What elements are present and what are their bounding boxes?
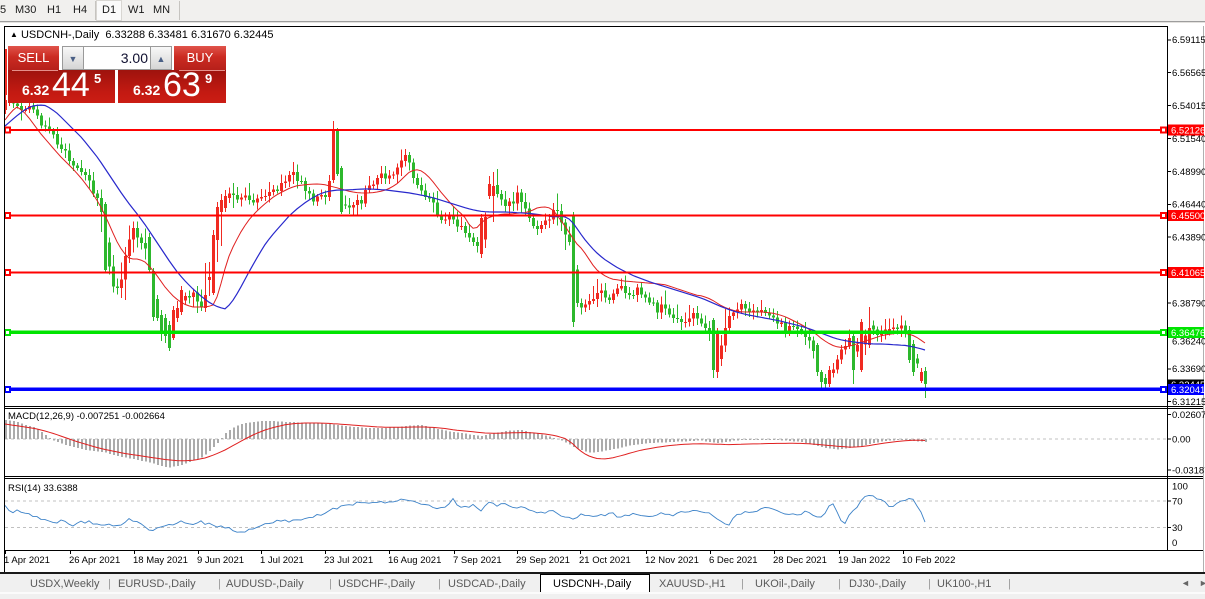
svg-text:RSI(14) 33.6388: RSI(14) 33.6388	[8, 483, 78, 494]
svg-text:6.48990: 6.48990	[1172, 167, 1205, 178]
svg-text:100: 100	[1172, 481, 1188, 492]
svg-text:6 Dec 2021: 6 Dec 2021	[709, 555, 758, 566]
svg-text:6.36476: 6.36476	[1171, 328, 1205, 339]
svg-text:12 Nov 2021: 12 Nov 2021	[645, 555, 699, 566]
svg-text:23 Jul 2021: 23 Jul 2021	[324, 555, 373, 566]
svg-text:6.46440: 6.46440	[1172, 200, 1205, 211]
svg-text:1 Jul 2021: 1 Jul 2021	[260, 555, 304, 566]
svg-text:18 May 2021: 18 May 2021	[133, 555, 188, 566]
svg-text:10 Feb 2022: 10 Feb 2022	[902, 555, 955, 566]
svg-text:6.41065: 6.41065	[1171, 268, 1205, 279]
svg-text:30: 30	[1172, 523, 1183, 534]
svg-text:6.43890: 6.43890	[1172, 233, 1205, 244]
svg-text:19 Jan 2022: 19 Jan 2022	[838, 555, 890, 566]
svg-text:21 Oct 2021: 21 Oct 2021	[579, 555, 631, 566]
svg-text:0.00: 0.00	[1172, 435, 1191, 446]
svg-text:9 Jun 2021: 9 Jun 2021	[197, 555, 244, 566]
svg-text:6.59115: 6.59115	[1172, 35, 1205, 46]
svg-text:6.56565: 6.56565	[1172, 68, 1205, 79]
svg-text:MACD(12,26,9) -0.007251 -0.002: MACD(12,26,9) -0.007251 -0.002664	[8, 411, 165, 422]
svg-text:6.32041: 6.32041	[1171, 385, 1205, 396]
svg-text:26 Apr 2021: 26 Apr 2021	[69, 555, 120, 566]
svg-text:6.33690: 6.33690	[1172, 364, 1205, 375]
svg-text:28 Dec 2021: 28 Dec 2021	[773, 555, 827, 566]
svg-text:6.31215: 6.31215	[1172, 397, 1205, 408]
svg-text:0.02607: 0.02607	[1172, 410, 1205, 421]
svg-text:6.52126: 6.52126	[1171, 126, 1205, 137]
svg-text:0: 0	[1172, 538, 1177, 549]
svg-text:16 Aug 2021: 16 Aug 2021	[388, 555, 441, 566]
svg-text:1 Apr 2021: 1 Apr 2021	[4, 555, 50, 566]
svg-text:6.45500: 6.45500	[1171, 211, 1205, 222]
svg-text:29 Sep 2021: 29 Sep 2021	[516, 555, 570, 566]
svg-text:6.38790: 6.38790	[1172, 298, 1205, 309]
svg-text:-0.03187: -0.03187	[1172, 466, 1205, 477]
svg-text:6.51540: 6.51540	[1172, 134, 1205, 145]
svg-text:70: 70	[1172, 496, 1183, 507]
svg-text:6.54015: 6.54015	[1172, 101, 1205, 112]
svg-text:6.36240: 6.36240	[1172, 337, 1205, 348]
svg-text:7 Sep 2021: 7 Sep 2021	[453, 555, 502, 566]
